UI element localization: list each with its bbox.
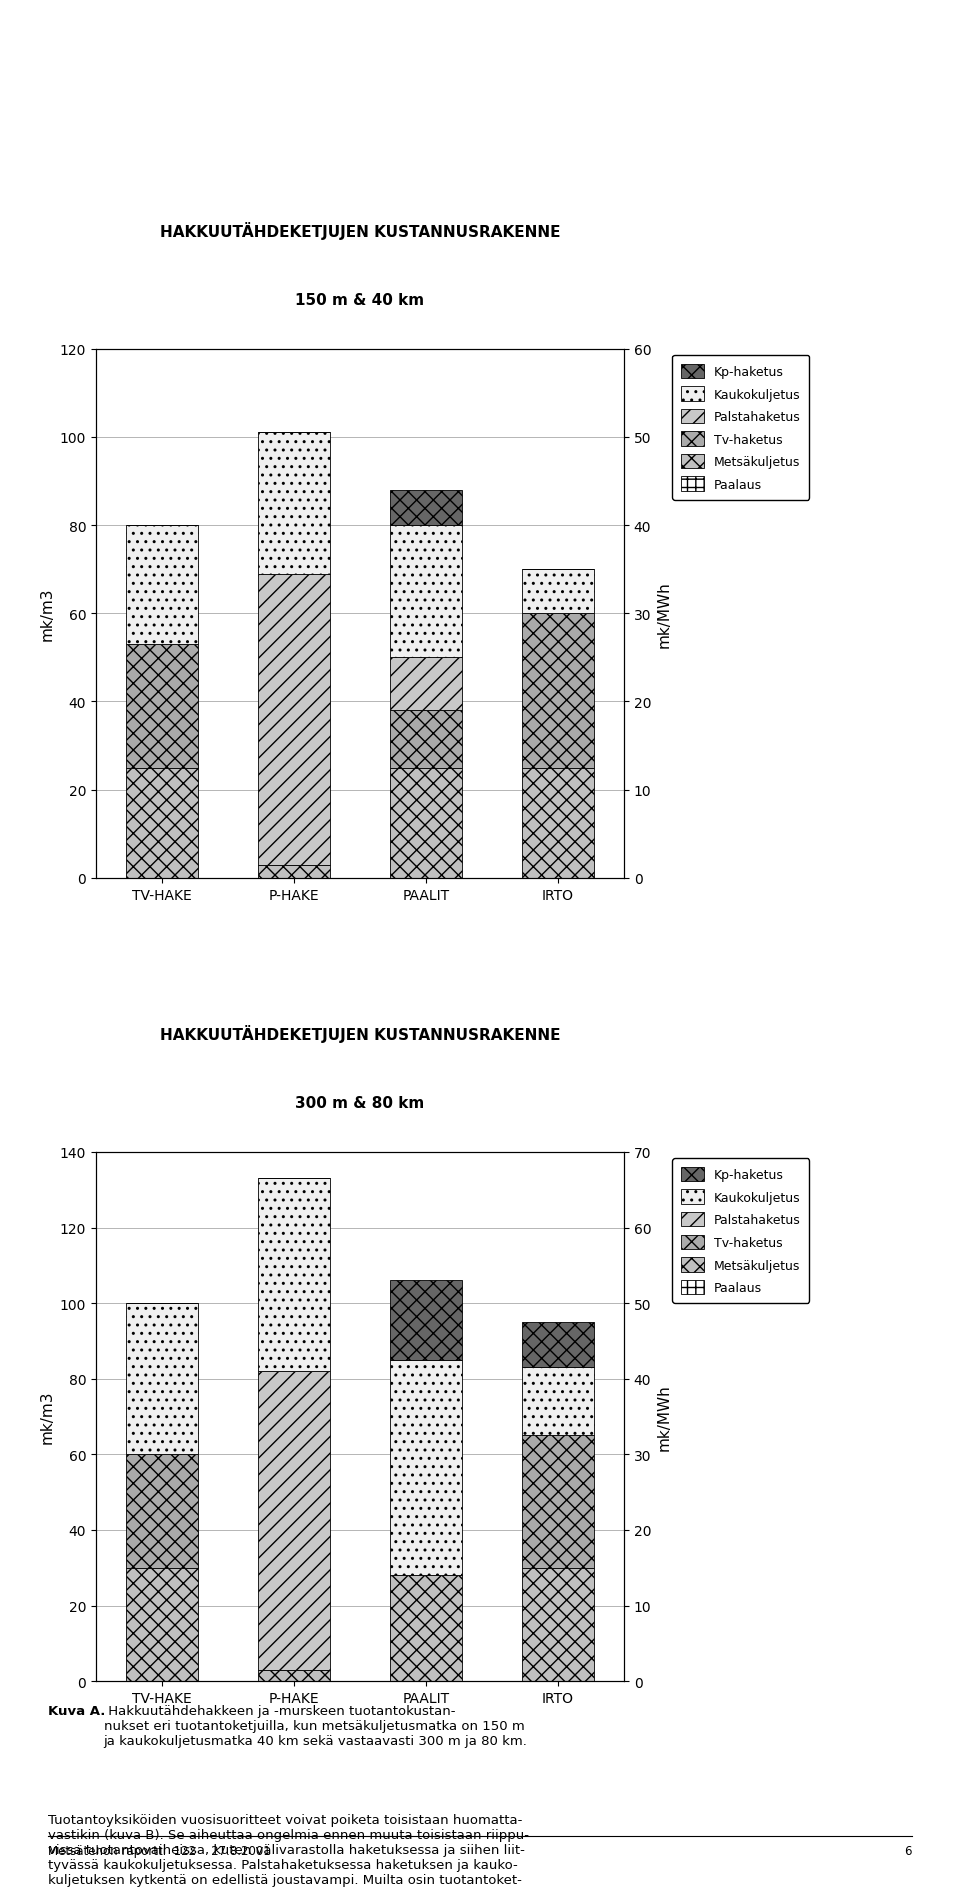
Text: Tuotantoyksiköiden vuosisuoritteet voivat poiketa toisistaan huomatta-
vastikin : Tuotantoyksiköiden vuosisuoritteet voiva… bbox=[48, 1813, 529, 1889]
Bar bbox=[257, 574, 330, 865]
Text: 150 m & 40 km: 150 m & 40 km bbox=[296, 293, 424, 308]
Bar bbox=[126, 769, 199, 878]
Bar bbox=[521, 570, 594, 614]
Legend: Kp-haketus, Kaukokuljetus, Palstahaketus, Tv-haketus, Metsäkuljetus, Paalaus: Kp-haketus, Kaukokuljetus, Palstahaketus… bbox=[673, 1158, 809, 1303]
Bar bbox=[390, 769, 463, 878]
Bar bbox=[390, 525, 463, 657]
Bar bbox=[390, 1360, 463, 1575]
Y-axis label: mk/m3: mk/m3 bbox=[39, 1390, 55, 1443]
Bar bbox=[126, 1568, 199, 1681]
Text: Kuva A.: Kuva A. bbox=[48, 1704, 106, 1717]
Bar bbox=[521, 1568, 594, 1681]
Bar bbox=[257, 1179, 330, 1371]
Bar bbox=[126, 525, 199, 644]
Text: 6: 6 bbox=[904, 1844, 912, 1857]
Bar bbox=[390, 1575, 463, 1681]
Bar bbox=[390, 657, 463, 710]
Bar bbox=[390, 710, 463, 769]
Bar bbox=[257, 865, 330, 878]
Bar bbox=[126, 644, 199, 769]
Bar bbox=[257, 433, 330, 574]
Text: 300 m & 80 km: 300 m & 80 km bbox=[296, 1096, 424, 1111]
Y-axis label: mk/MWh: mk/MWh bbox=[657, 1383, 672, 1451]
Bar bbox=[390, 1281, 463, 1360]
Text: Hakkuutähdehakkeen ja -murskeen tuotantokustan-
nukset eri tuotantoketjuilla, ku: Hakkuutähdehakkeen ja -murskeen tuotanto… bbox=[104, 1704, 528, 1747]
Bar bbox=[521, 769, 594, 878]
Bar bbox=[126, 1455, 199, 1568]
Text: Metsätehon raportti  122    27.8.2001: Metsätehon raportti 122 27.8.2001 bbox=[48, 1844, 271, 1857]
Bar bbox=[521, 1322, 594, 1368]
Legend: Kp-haketus, Kaukokuljetus, Palstahaketus, Tv-haketus, Metsäkuljetus, Paalaus: Kp-haketus, Kaukokuljetus, Palstahaketus… bbox=[673, 355, 809, 501]
Text: HAKKUUTÄHDEKETJUJEN KUSTANNUSRAKENNE: HAKKUUTÄHDEKETJUJEN KUSTANNUSRAKENNE bbox=[159, 221, 561, 240]
Y-axis label: mk/m3: mk/m3 bbox=[39, 587, 55, 640]
Text: HAKKUUTÄHDEKETJUJEN KUSTANNUSRAKENNE: HAKKUUTÄHDEKETJUJEN KUSTANNUSRAKENNE bbox=[159, 1024, 561, 1043]
Bar bbox=[521, 1436, 594, 1568]
Bar bbox=[257, 1670, 330, 1681]
Bar bbox=[390, 491, 463, 525]
Bar bbox=[126, 1303, 199, 1455]
Y-axis label: mk/MWh: mk/MWh bbox=[657, 580, 672, 648]
Bar bbox=[521, 614, 594, 769]
Bar bbox=[521, 1368, 594, 1436]
Bar bbox=[257, 1371, 330, 1670]
